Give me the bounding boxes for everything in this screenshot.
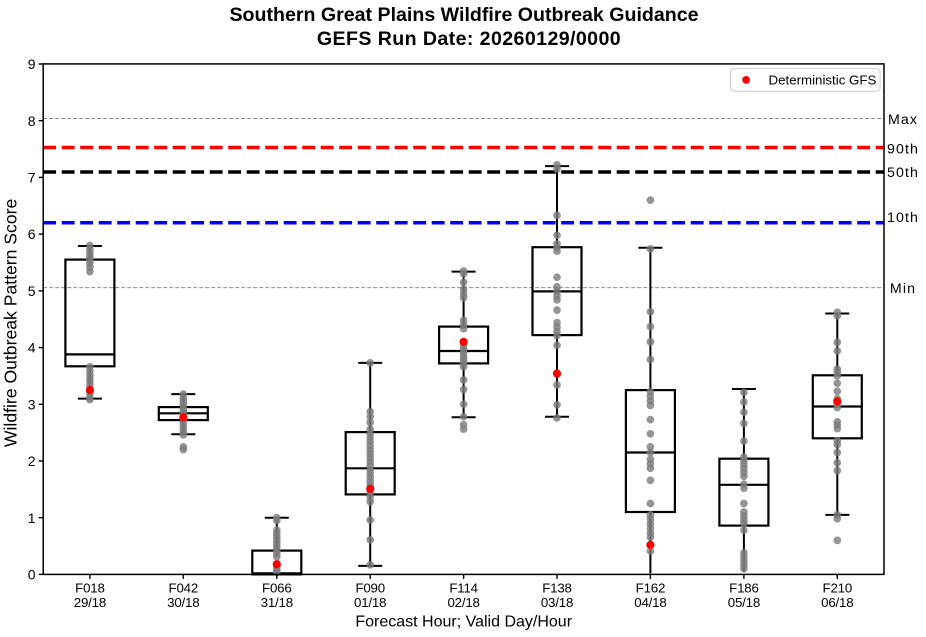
svg-text:F042: F042 [169, 580, 199, 595]
svg-text:Deterministic GFS: Deterministic GFS [769, 72, 877, 87]
svg-text:30/18: 30/18 [167, 595, 199, 610]
svg-text:5: 5 [28, 283, 36, 299]
svg-text:4: 4 [28, 340, 36, 356]
svg-text:Max: Max [888, 112, 918, 128]
svg-text:F066: F066 [262, 580, 292, 595]
svg-text:3: 3 [28, 396, 36, 412]
svg-text:GEFS Run Date: 20260129/0000: GEFS Run Date: 20260129/0000 [317, 28, 621, 50]
svg-text:F138: F138 [542, 580, 572, 595]
svg-text:50th: 50th [887, 165, 919, 181]
svg-text:01/18: 01/18 [354, 595, 386, 610]
svg-text:F186: F186 [729, 580, 759, 595]
svg-text:03/18: 03/18 [541, 595, 573, 610]
svg-text:9: 9 [28, 56, 36, 72]
svg-text:2: 2 [28, 453, 36, 469]
svg-text:Wildfire Outbreak Pattern Scor: Wildfire Outbreak Pattern Score [1, 199, 21, 447]
svg-text:31/18: 31/18 [261, 595, 293, 610]
svg-text:02/18: 02/18 [447, 595, 479, 610]
svg-text:8: 8 [28, 113, 36, 129]
svg-text:F090: F090 [355, 580, 385, 595]
svg-text:29/18: 29/18 [74, 595, 106, 610]
svg-text:F162: F162 [636, 580, 666, 595]
svg-text:06/18: 06/18 [821, 595, 853, 610]
svg-text:04/18: 04/18 [634, 595, 666, 610]
svg-text:Southern Great Plains Wildfire: Southern Great Plains Wildfire Outbreak … [229, 4, 698, 26]
svg-text:0: 0 [28, 567, 36, 583]
svg-text:1: 1 [28, 510, 36, 526]
svg-text:F114: F114 [449, 580, 478, 595]
svg-text:7: 7 [28, 170, 36, 186]
svg-text:10th: 10th [887, 210, 919, 226]
svg-text:90th: 90th [887, 142, 919, 158]
svg-text:6: 6 [28, 226, 36, 242]
svg-text:Forecast Hour; Valid Day/Hour: Forecast Hour; Valid Day/Hour [355, 614, 572, 631]
svg-text:F018: F018 [75, 580, 105, 595]
svg-text:Min: Min [890, 281, 916, 297]
svg-text:05/18: 05/18 [728, 595, 760, 610]
svg-text:F210: F210 [823, 580, 853, 595]
